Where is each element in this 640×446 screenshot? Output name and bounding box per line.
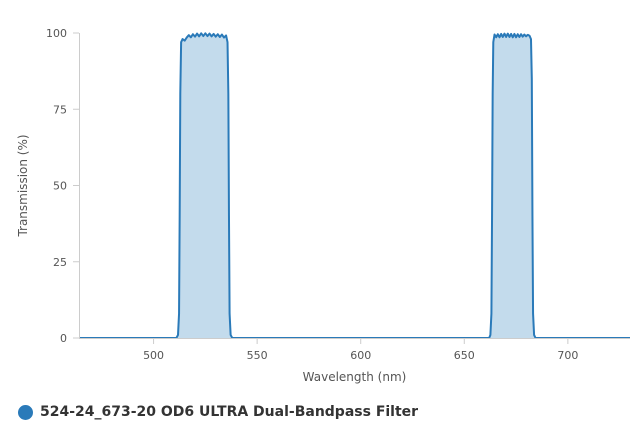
y-tick-label: 0 — [60, 332, 67, 345]
x-tick-label: 550 — [247, 349, 268, 362]
x-tick-label: 650 — [454, 349, 475, 362]
x-tick-label: 700 — [557, 349, 578, 362]
y-tick-label: 75 — [53, 103, 67, 116]
y-tick-label: 25 — [53, 256, 67, 269]
y-axis-title: Transmission (%) — [16, 134, 30, 237]
legend-marker[interactable] — [18, 404, 33, 420]
series-area — [79, 33, 630, 339]
y-tick-label: 100 — [46, 27, 67, 40]
y-tick-label: 50 — [53, 180, 67, 193]
y-axis-ticks: 0 25 50 75 100 — [46, 27, 79, 345]
x-axis-ticks: 500 550 600 650 700 — [143, 338, 578, 362]
legend[interactable]: 524-24_673-20 OD6 ULTRA Dual-Bandpass Fi… — [18, 404, 418, 420]
x-axis-title: Wavelength (nm) — [303, 370, 407, 384]
x-tick-label: 500 — [143, 349, 164, 362]
legend-label[interactable]: 524-24_673-20 OD6 ULTRA Dual-Bandpass Fi… — [40, 404, 419, 420]
series-line — [79, 32, 630, 339]
x-tick-label: 600 — [350, 349, 371, 362]
